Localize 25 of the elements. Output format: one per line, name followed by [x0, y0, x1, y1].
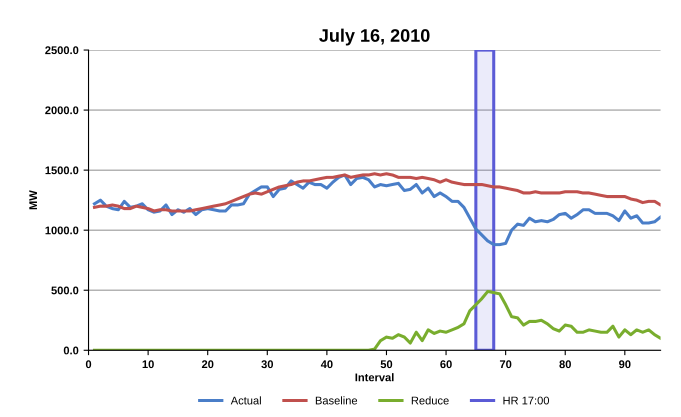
- legend-label: Baseline: [316, 396, 358, 404]
- chart-title: July 16, 2010: [319, 28, 430, 46]
- y-tick-label: 0.0: [64, 346, 78, 354]
- x-tick-label: 20: [202, 360, 214, 368]
- x-tick-label: 70: [500, 360, 512, 368]
- x-tick-label: 10: [142, 360, 154, 368]
- x-tick-label: 90: [619, 360, 631, 368]
- x-tick-label: 40: [320, 360, 333, 368]
- x-tick-label: 60: [440, 360, 452, 368]
- x-axis-title: Interval: [356, 373, 394, 382]
- y-tick-label: 2000.0: [45, 106, 78, 114]
- legend-label: Actual: [230, 396, 261, 404]
- x-tick-label: 0: [86, 360, 92, 368]
- y-tick-label: 2500.0: [45, 46, 78, 54]
- legend-label: HR 17:00: [503, 396, 550, 404]
- x-tick-label: 30: [261, 360, 274, 368]
- legend-label: Reduce: [412, 396, 449, 404]
- y-tick-label: 1500.0: [46, 166, 78, 174]
- line-series: [92, 290, 661, 350]
- y-tick-label: 500.0: [51, 286, 78, 294]
- x-tick-label: 50: [380, 360, 392, 368]
- y-axis-title: MW: [29, 190, 37, 210]
- line-series: [92, 172, 661, 212]
- x-tick-label: 80: [559, 360, 571, 368]
- y-tick-label: 1000.0: [46, 226, 78, 234]
